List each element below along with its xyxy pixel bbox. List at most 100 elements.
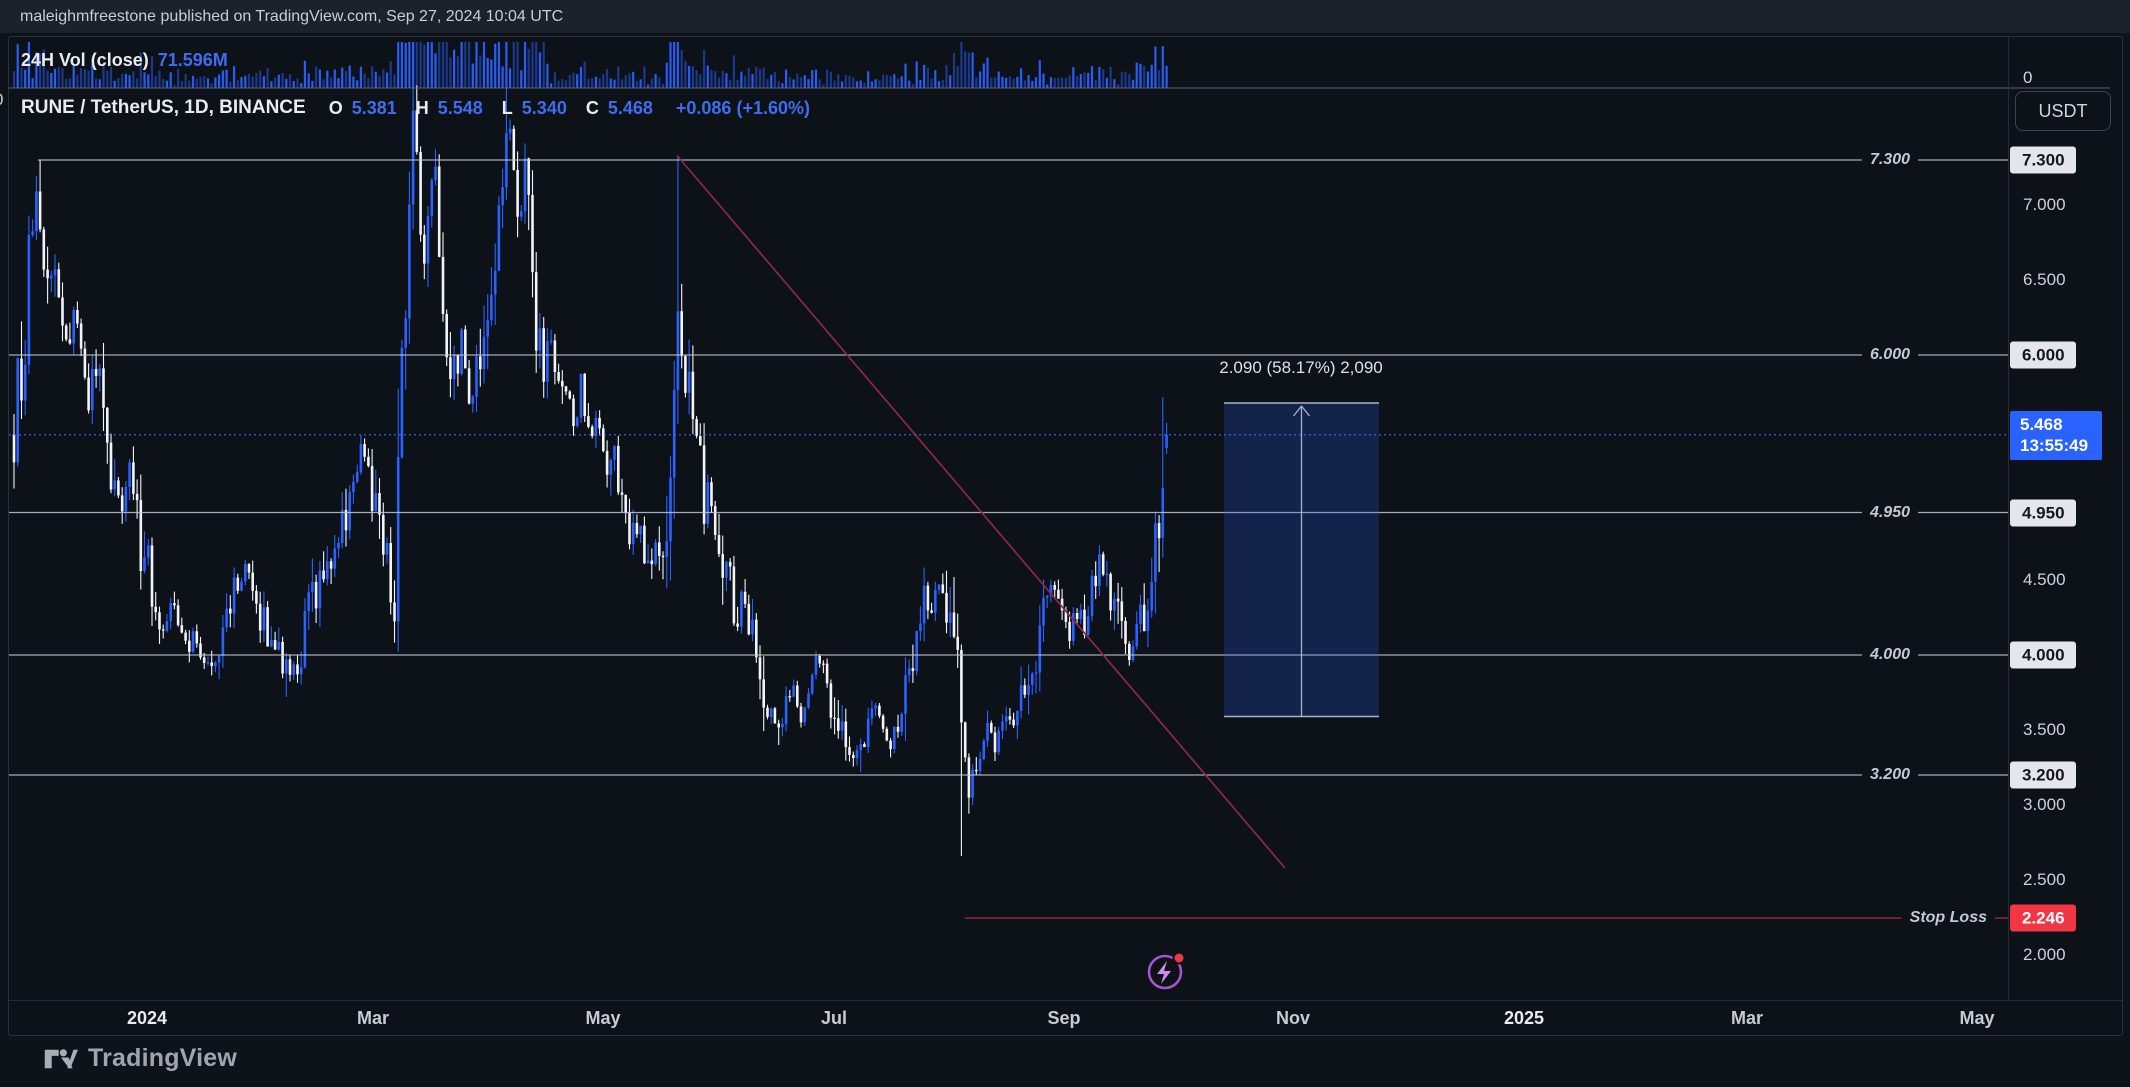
candle-body [975, 769, 978, 772]
candle-body [31, 231, 34, 235]
volume-bar [732, 55, 735, 88]
stop-loss-price-tick: 2.246 [2010, 904, 2076, 932]
volume-bar [617, 66, 620, 88]
volume-bar [102, 62, 105, 88]
line-price-tick: 3.200 [2010, 761, 2076, 789]
candle-body [691, 371, 695, 420]
volume-bar [65, 79, 68, 88]
volume-bar [669, 42, 672, 88]
volume-bar [214, 77, 217, 88]
candle-body [42, 229, 46, 270]
volume-bar [1143, 65, 1146, 88]
close-label: C [585, 97, 599, 118]
volume-bar [57, 67, 60, 88]
candle-body [889, 740, 892, 750]
candle-body [956, 636, 959, 650]
volume-bar [296, 78, 299, 88]
volume-bar [919, 80, 922, 88]
volume-bar [247, 74, 251, 88]
candle-body [501, 187, 504, 206]
candle-body [516, 170, 519, 217]
volume-bar [274, 77, 277, 88]
volume-bar [744, 75, 747, 88]
candle-body [285, 659, 288, 674]
candle-body [788, 696, 792, 698]
candle-body [176, 605, 180, 626]
volume-bar [624, 75, 627, 88]
candle-body [773, 708, 777, 724]
volume-bar [199, 76, 202, 88]
volume-bar [1120, 72, 1123, 88]
candle-body [635, 522, 639, 535]
volume-bar [867, 71, 870, 88]
candle-body [643, 525, 646, 564]
volume-bar [1061, 77, 1064, 88]
candle-body [911, 668, 915, 672]
candle-body [270, 640, 273, 647]
volume-bar [378, 75, 381, 88]
candle-body [829, 683, 833, 718]
volume-bar [1087, 72, 1090, 88]
candle-body [61, 297, 64, 326]
candle-body [564, 386, 568, 392]
volume-bar [550, 83, 553, 88]
volume-bar [788, 77, 791, 88]
volume-bar [262, 76, 265, 88]
volume-bar [404, 42, 407, 88]
lightning-badge-icon[interactable] [1147, 951, 1186, 990]
candle-body [706, 482, 710, 524]
volume-bar [911, 84, 914, 88]
price-tick: 3.500 [2023, 720, 2066, 739]
volume-bar [87, 70, 90, 88]
volume-bar [896, 78, 900, 88]
volume-bar [359, 66, 362, 88]
volume-bar [863, 82, 866, 88]
volume-bar [445, 42, 448, 88]
volume-bar [415, 42, 418, 88]
candle-body [72, 310, 75, 344]
candle-body [904, 675, 907, 714]
volume-bar [244, 75, 247, 88]
candle-body [810, 674, 814, 694]
volume-bar [393, 74, 396, 88]
candle-body [50, 275, 53, 279]
price-tick: 2.500 [2023, 870, 2066, 889]
volume-bar [382, 69, 385, 88]
volume-bar [509, 68, 512, 88]
price-axis[interactable]: 0 USDT 5.468 13:55:49 7.000 6.500 4.500 3.5… [2008, 36, 2123, 1000]
volume-bar [807, 79, 810, 88]
candle-body [945, 592, 948, 623]
notification-dot [1172, 951, 1186, 965]
volume-bar [453, 49, 456, 88]
candle-body [1004, 716, 1008, 722]
candle-body [1049, 585, 1053, 596]
volume-bar [482, 42, 486, 88]
volume-bar [512, 42, 515, 88]
candle-body [154, 606, 157, 613]
volume-bar [1135, 62, 1138, 88]
line-label: 7.300 [1861, 150, 1918, 170]
volume-bar [98, 79, 101, 88]
candle-body [1075, 613, 1079, 620]
volume-bar [964, 51, 967, 88]
time-axis[interactable]: 2024 Mar May Jul Sep Nov 2025 Mar May [9, 1000, 2122, 1037]
candle-body [214, 662, 217, 667]
time-tick: Mar [356, 1008, 390, 1028]
clipped-scale-label: 0 [0, 90, 3, 110]
volume-bar [975, 77, 978, 88]
volume-bar [647, 84, 650, 88]
candle-body [460, 329, 463, 374]
candle-body [594, 418, 598, 436]
candle-body [1139, 604, 1142, 624]
volume-bar [572, 72, 575, 88]
tradingview-brand[interactable]: TradingView [44, 1044, 237, 1073]
currency-toggle-button[interactable]: USDT [2015, 91, 2111, 131]
candle-body [1019, 685, 1023, 711]
candle-body [807, 693, 810, 708]
candle-body [23, 364, 27, 401]
candle-body [941, 584, 945, 593]
volume-bar [960, 42, 963, 88]
volume-bar [475, 42, 478, 88]
tradingview-logo-icon [44, 1048, 78, 1068]
candle-body [967, 757, 971, 798]
